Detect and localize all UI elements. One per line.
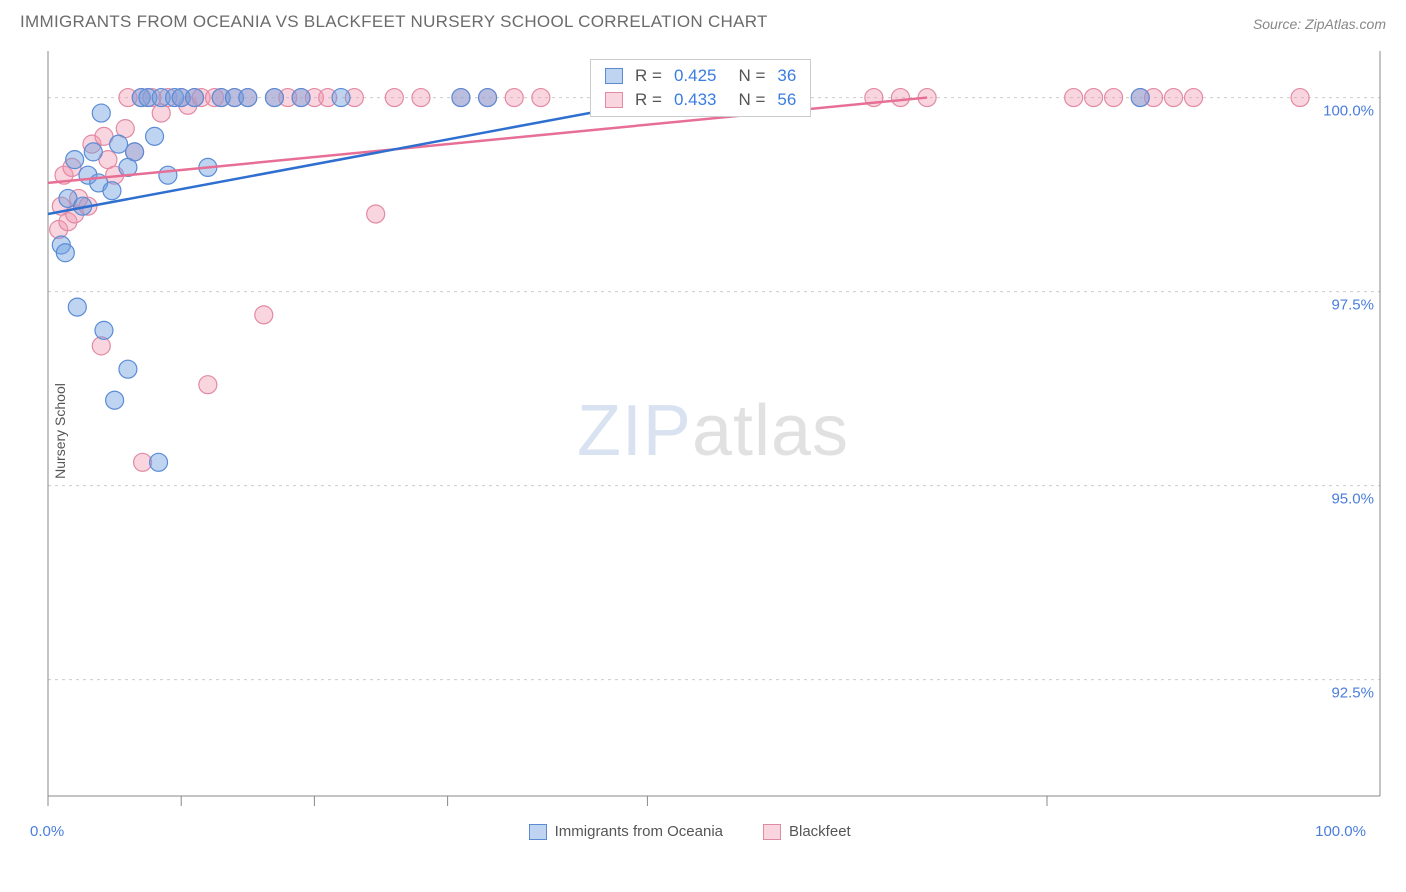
- swatch-series-b: [605, 92, 623, 108]
- r-label: R =: [635, 90, 662, 110]
- source-attribution: Source: ZipAtlas.com: [1253, 16, 1386, 32]
- x-axis-max-label: 100.0%: [1315, 823, 1366, 840]
- legend-swatch-a: [529, 824, 547, 840]
- r-value-a: 0.425: [674, 66, 717, 86]
- r-label: R =: [635, 66, 662, 86]
- info-row-series-a: R = 0.425 N = 36: [605, 64, 796, 88]
- svg-text:92.5%: 92.5%: [1331, 685, 1374, 702]
- x-axis-min-label: 0.0%: [30, 823, 64, 840]
- legend: Immigrants from Oceania Blackfeet: [529, 823, 851, 840]
- y-axis-label: Nursery School: [52, 383, 68, 479]
- x-axis-row: 0.0% Immigrants from Oceania Blackfeet 1…: [0, 821, 1406, 840]
- n-value-a: 36: [777, 66, 796, 86]
- info-row-series-b: R = 0.433 N = 56: [605, 88, 796, 112]
- n-label: N =: [738, 90, 765, 110]
- legend-item-b: Blackfeet: [763, 823, 851, 840]
- legend-label-a: Immigrants from Oceania: [555, 823, 723, 840]
- chart-title: IMMIGRANTS FROM OCEANIA VS BLACKFEET NUR…: [20, 12, 768, 32]
- chart-area: Nursery School 92.5%95.0%97.5%100.0% ZIP…: [30, 41, 1396, 821]
- svg-text:95.0%: 95.0%: [1331, 491, 1374, 508]
- n-value-b: 56: [777, 90, 796, 110]
- legend-swatch-b: [763, 824, 781, 840]
- legend-label-b: Blackfeet: [789, 823, 851, 840]
- legend-item-a: Immigrants from Oceania: [529, 823, 723, 840]
- r-value-b: 0.433: [674, 90, 717, 110]
- svg-text:97.5%: 97.5%: [1331, 297, 1374, 314]
- svg-text:100.0%: 100.0%: [1323, 103, 1374, 120]
- correlation-info-box: R = 0.425 N = 36 R = 0.433 N = 56: [590, 59, 811, 117]
- scatter-plot-svg: 92.5% 95.0% 97.5% 100.0%: [30, 41, 1396, 821]
- n-label: N =: [738, 66, 765, 86]
- swatch-series-a: [605, 68, 623, 84]
